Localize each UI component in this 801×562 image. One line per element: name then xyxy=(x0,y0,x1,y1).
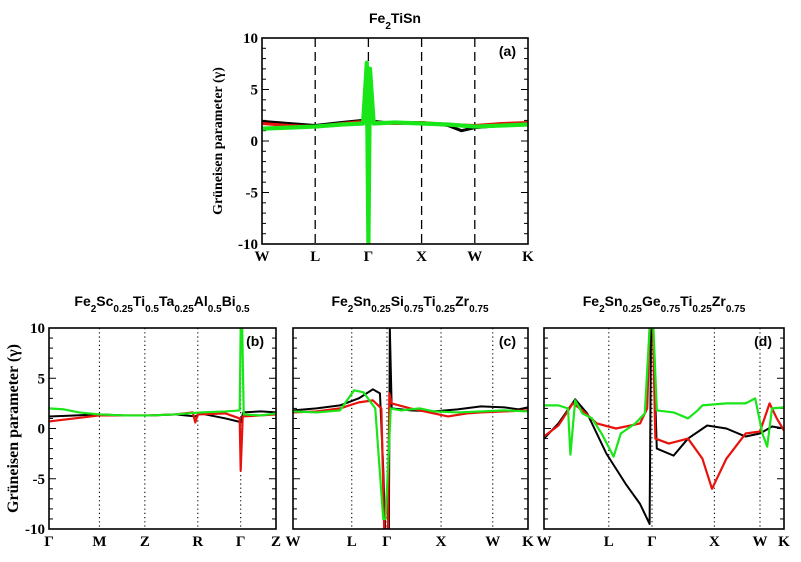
panel-a-xtick-label: K xyxy=(522,249,534,265)
panel-a-series-black xyxy=(262,92,528,244)
panel-c-series-red xyxy=(293,392,528,529)
panel-b-ytick-label: -5 xyxy=(33,472,46,488)
panel-b-ytick-label: 5 xyxy=(38,371,46,387)
panel-b-series-red xyxy=(49,411,276,472)
panel-a-xtick-label: W xyxy=(255,249,270,265)
panel-b-frame xyxy=(48,327,277,530)
panel-b-ytick-label: -10 xyxy=(25,522,45,538)
panel-c-xtick-label: K xyxy=(522,534,534,550)
panel-c-xtick-label: W xyxy=(485,534,500,550)
panel-d-xtick-label: L xyxy=(604,534,614,550)
panel-c-letter: (c) xyxy=(499,333,516,349)
panel-d-frame xyxy=(543,327,785,530)
panel-a-ytick-label: 10 xyxy=(243,31,258,47)
panel-a-ytick-label: 5 xyxy=(251,83,259,99)
panel-b-xtick-label: Z xyxy=(271,534,281,550)
panel-c-xtick-label: L xyxy=(347,534,357,550)
panel-d-xtick-label: W xyxy=(753,534,768,550)
panel-a-xtick-label: L xyxy=(310,249,320,265)
panel-c-xtick-label: W xyxy=(286,534,301,550)
panel-b-xtick-label: Γ xyxy=(44,534,54,550)
panel-a-xtick-label: W xyxy=(467,249,482,265)
panel-a-ytick-label: -5 xyxy=(246,186,259,202)
panel-b-xtick-label: Z xyxy=(140,534,150,550)
panel-a-ylabel: Grüneisen parameter (γ) xyxy=(211,67,226,215)
panel-d-xtick-label: K xyxy=(778,534,790,550)
panel-d-xtick-label: Γ xyxy=(647,534,657,550)
panel-d-xtick-label: X xyxy=(709,534,720,550)
panel-b-ytick-label: 0 xyxy=(38,422,46,438)
panel-d-letter: (d) xyxy=(754,333,772,349)
panel-a-title: Fe2TiSn xyxy=(369,10,421,32)
panel-b-xtick-label: Γ xyxy=(236,534,246,550)
panel-a-frame xyxy=(261,37,529,245)
panel-a-xtick-label: Γ xyxy=(364,249,374,265)
panel-d-chart: Fe2Sn0.25Ge0.75Ti0.25Zr0.75W L Γ X W K(d) xyxy=(537,293,791,550)
panel-d-title: Fe2Sn0.25Ge0.75Ti0.25Zr0.75 xyxy=(583,293,746,315)
panel-b-ytick-label: 10 xyxy=(30,321,45,337)
panel-d-xtick-label: W xyxy=(537,534,552,550)
panel-a-letter: (a) xyxy=(499,43,516,59)
panel-a-ytick-label: -10 xyxy=(238,237,258,253)
panel-d-series-black xyxy=(544,328,784,525)
panel-a-series-green xyxy=(262,60,528,244)
panel-b-letter: (b) xyxy=(246,333,264,349)
panel-c-title: Fe2Sn0.25Si0.75Ti0.25Zr0.75 xyxy=(331,293,489,315)
panel-b-xtick-label: M xyxy=(92,534,106,550)
panel-b-chart: Fe2Sc0.25Ti0.5Ta0.25Al0.5Bi0.51050-5-10Γ… xyxy=(5,293,281,550)
panel-d-series-green xyxy=(544,328,784,458)
panel-b-title: Fe2Sc0.25Ti0.5Ta0.25Al0.5Bi0.5 xyxy=(74,293,250,315)
panel-a-ytick-label: 0 xyxy=(251,134,259,150)
panel-c-xtick-label: X xyxy=(436,534,447,550)
panel-c-frame xyxy=(292,327,529,530)
panel-b-series-green xyxy=(49,328,276,417)
panel-c-series-green xyxy=(293,389,528,521)
panel-a-xtick-label: X xyxy=(416,249,427,265)
panel-c-xtick-label: Γ xyxy=(382,534,392,550)
panel-c-chart: Fe2Sn0.25Si0.75Ti0.25Zr0.75 W L Γ X W K (c) xyxy=(286,293,535,550)
panel-b-xtick-label: R xyxy=(192,534,203,550)
panel-b-ylabel: Grüneisen parameter (γ) xyxy=(5,344,22,513)
